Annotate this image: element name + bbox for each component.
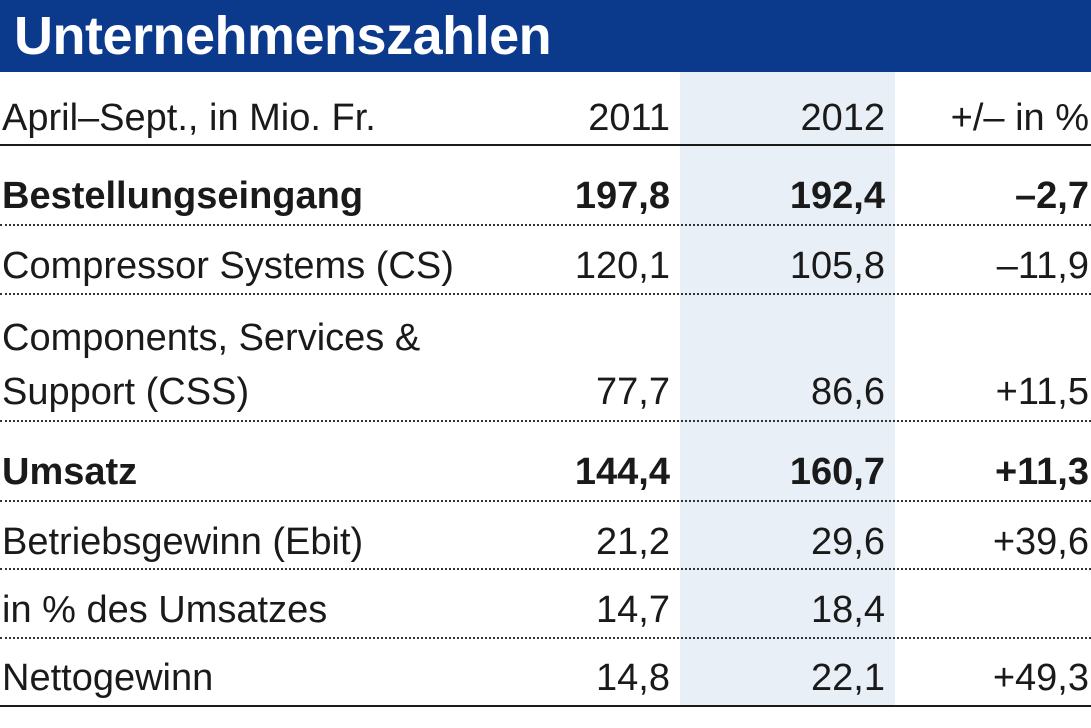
row-value-2011: 197,8	[574, 175, 670, 217]
header-divider	[0, 144, 1091, 146]
row-value-2012: 86,6	[811, 371, 885, 413]
header-label: April–Sept., in Mio. Fr.	[2, 97, 376, 139]
row-value-2012: 29,6	[811, 521, 885, 563]
row-value-2012: 105,8	[789, 245, 885, 287]
row-value-2011: 120,1	[574, 245, 670, 287]
row-label: Nettogewinn	[2, 657, 214, 699]
header-2012: 2012	[800, 97, 885, 139]
row-divider	[0, 224, 1091, 226]
row-value-change: +49,3	[992, 657, 1089, 699]
header-change: +/– in %	[950, 97, 1089, 139]
row-divider	[0, 568, 1091, 570]
row-value-2012: 192,4	[789, 175, 885, 217]
row-value-2012: 22,1	[811, 657, 885, 699]
table-bottom-rule	[0, 705, 1091, 707]
row-value-change: +11,5	[995, 371, 1089, 413]
row-value-2011: 77,7	[596, 371, 670, 413]
row-value-2011: 14,8	[596, 657, 670, 699]
row-divider	[0, 420, 1091, 422]
row-value-change: +39,6	[992, 521, 1089, 563]
row-label: Bestellungseingang	[2, 175, 364, 217]
row-divider	[0, 293, 1091, 295]
header-2011: 2011	[588, 97, 670, 139]
row-value-2012: 160,7	[789, 451, 885, 493]
page-title: Unternehmenszahlen	[14, 6, 552, 66]
row-value-change: +11,3	[994, 451, 1089, 493]
row-value-change: –11,9	[996, 245, 1089, 287]
highlight-column-2012	[680, 72, 895, 706]
row-value-2011: 21,2	[596, 521, 670, 563]
row-label: Umsatz	[2, 451, 138, 493]
row-divider	[0, 637, 1091, 639]
row-label-line1: Components, Services &	[2, 317, 421, 359]
row-value-2011: 144,4	[574, 451, 670, 493]
row-value-2012: 18,4	[811, 589, 885, 631]
row-label-line2: Support (CSS)	[2, 371, 250, 413]
row-label: in % des Umsatzes	[2, 589, 328, 631]
row-label: Compressor Systems (CS)	[2, 245, 454, 287]
row-label: Betriebsgewinn (Ebit)	[2, 521, 364, 563]
row-divider	[0, 500, 1091, 502]
title-bar: Unternehmenszahlen	[0, 0, 1091, 72]
row-value-2011: 14,7	[596, 589, 670, 631]
row-value-change: –2,7	[1015, 175, 1089, 217]
